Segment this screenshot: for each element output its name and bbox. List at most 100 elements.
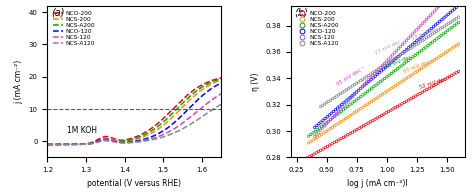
Point <box>423 18 430 21</box>
Point <box>411 41 419 44</box>
Point <box>301 158 309 161</box>
Point <box>437 3 444 6</box>
Point <box>355 89 362 92</box>
Point <box>379 93 386 96</box>
Point <box>401 101 408 104</box>
Point <box>413 39 420 42</box>
Point <box>403 49 410 52</box>
Point <box>447 21 454 24</box>
Point <box>392 69 400 72</box>
NCS-200 <box>115 140 120 142</box>
Point <box>412 94 419 98</box>
Point <box>391 51 398 54</box>
Point <box>318 125 326 128</box>
Point <box>329 117 337 120</box>
Text: 1M KOH: 1M KOH <box>67 126 97 135</box>
Point <box>394 67 401 70</box>
Point <box>353 91 360 94</box>
Point <box>413 52 421 55</box>
Point <box>389 107 397 110</box>
Point <box>357 87 365 90</box>
NCO-200 <box>115 139 120 141</box>
Point <box>376 80 384 83</box>
Point <box>346 132 354 135</box>
Point <box>415 37 423 41</box>
NCS-A200 <box>121 140 127 142</box>
Point <box>439 1 447 4</box>
Point <box>394 83 401 86</box>
Point <box>427 42 434 45</box>
Point <box>335 138 343 142</box>
Point <box>324 128 332 132</box>
Point <box>348 131 356 134</box>
Point <box>425 35 432 38</box>
Point <box>365 122 372 125</box>
Point <box>336 105 344 108</box>
Point <box>433 30 440 33</box>
Point <box>315 131 322 134</box>
Point <box>419 91 426 94</box>
Point <box>439 32 447 36</box>
Point <box>392 57 400 60</box>
Point <box>405 59 412 62</box>
Point <box>453 6 460 9</box>
Point <box>385 61 392 64</box>
Point <box>337 137 345 140</box>
Point <box>392 106 399 109</box>
Point <box>334 106 341 109</box>
Point <box>327 118 334 121</box>
Point <box>357 95 365 98</box>
Point <box>418 49 425 52</box>
Point <box>441 78 449 81</box>
Legend: NCO-200, NCS-200, NCS-A200, NCO-120, NCS-120, NCS-A120: NCO-200, NCS-200, NCS-A200, NCO-120, NCS… <box>50 9 97 48</box>
Point <box>397 45 404 48</box>
Text: 95 mV dec⁻¹: 95 mV dec⁻¹ <box>336 65 367 87</box>
Text: 59 mV dec⁻¹: 59 mV dec⁻¹ <box>410 25 443 41</box>
Point <box>385 74 393 77</box>
Point <box>455 70 462 73</box>
Point <box>380 68 387 71</box>
NCO-200 <box>62 143 68 146</box>
Point <box>405 46 412 49</box>
Point <box>425 87 433 90</box>
NCS-200 <box>180 106 186 108</box>
Point <box>369 74 376 77</box>
Point <box>432 23 439 26</box>
Point <box>395 55 402 58</box>
Point <box>377 66 384 69</box>
Point <box>381 62 388 65</box>
Point <box>355 108 363 112</box>
Point <box>411 71 419 74</box>
NCS-120 <box>180 122 186 124</box>
Point <box>369 71 376 74</box>
Point <box>380 113 388 116</box>
Point <box>365 74 373 77</box>
NCO-200 <box>164 114 170 116</box>
Point <box>395 47 402 50</box>
Point <box>421 89 428 92</box>
Point <box>366 89 374 92</box>
NCS-120 <box>183 119 189 122</box>
NCO-120 <box>180 113 186 116</box>
Point <box>324 120 332 123</box>
Point <box>305 135 312 138</box>
Point <box>350 111 358 114</box>
Point <box>433 37 441 40</box>
Point <box>313 124 320 127</box>
Point <box>419 34 427 37</box>
Point <box>372 84 380 87</box>
Point <box>444 50 451 53</box>
Point <box>446 48 454 51</box>
NCO-120 <box>62 143 68 146</box>
Point <box>422 46 430 49</box>
Point <box>445 22 452 25</box>
Point <box>447 11 454 14</box>
Point <box>383 62 391 65</box>
Point <box>335 110 342 113</box>
Point <box>401 41 409 44</box>
Point <box>359 106 367 109</box>
Point <box>333 123 341 126</box>
Point <box>396 103 403 107</box>
Point <box>340 101 347 104</box>
Point <box>433 7 440 11</box>
